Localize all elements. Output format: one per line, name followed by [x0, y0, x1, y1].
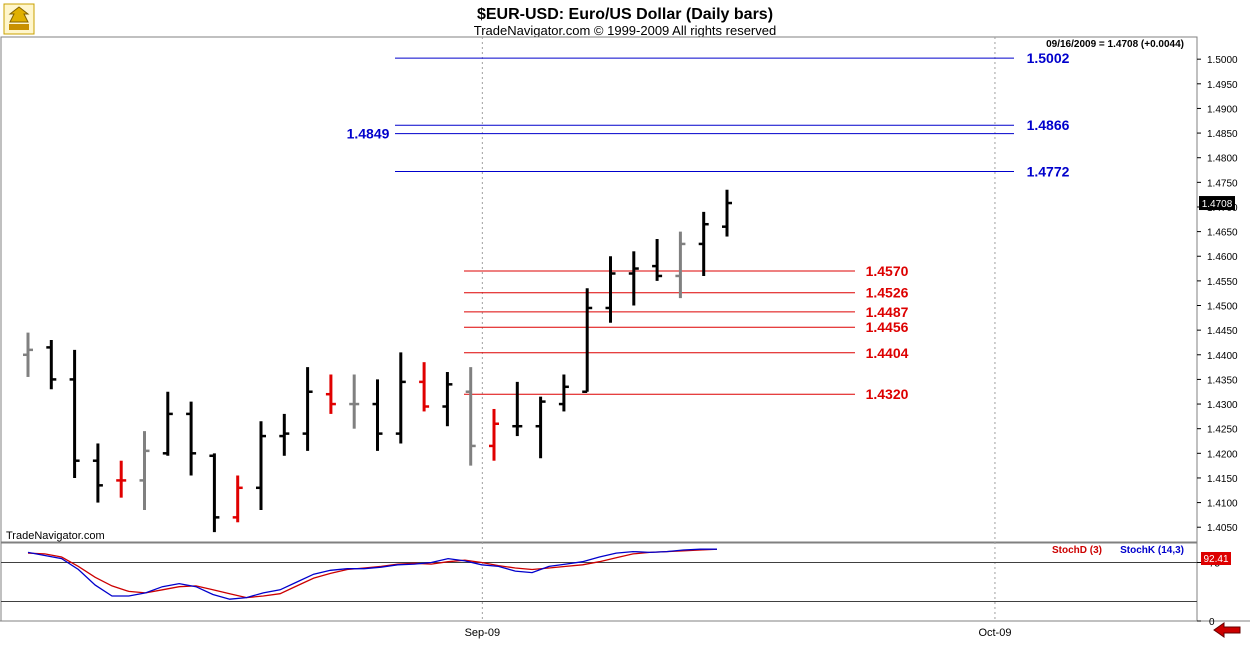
chart-title: $EUR-USD: Euro/US Dollar (Daily bars): [477, 6, 773, 23]
ohlc-bar: [372, 379, 383, 451]
watermark: TradeNavigator.com: [6, 530, 105, 542]
legend-stoch-k: StochK (14,3): [1120, 545, 1184, 556]
price-tick-label: 1.4100: [1207, 499, 1238, 510]
date-tick-label: Oct-09: [978, 627, 1011, 639]
price-tick-label: 1.4850: [1207, 129, 1238, 140]
ohlc-bar: [349, 374, 360, 429]
ohlc-bar: [722, 189, 732, 237]
stoch-k-line: [27, 548, 717, 600]
ohlc-bar: [419, 362, 430, 412]
ohlc-bar: [92, 443, 103, 503]
ohlc-bar: [675, 231, 686, 299]
price-tick-label: 1.4650: [1207, 228, 1238, 239]
ohlc-bar: [116, 460, 127, 498]
ohlc-bar: [535, 396, 546, 459]
ohlc-bar: [46, 340, 57, 390]
ohlc-bar: [605, 256, 616, 323]
ohlc-bar: [139, 431, 150, 510]
stoch-last-marker: 92.41: [1201, 552, 1231, 565]
stoch-last-label: 92.41: [1203, 554, 1228, 565]
ohlc-bar: [582, 288, 593, 393]
ohlc-bar: [69, 349, 80, 478]
status-readout: 09/16/2009 = 1.4708 (+0.0044): [1046, 39, 1184, 50]
price-tick-label: 1.4750: [1207, 178, 1238, 189]
ohlc-bar: [395, 352, 406, 444]
ohlc-bar: [489, 408, 499, 461]
legend-stoch-d: StochD (3): [1052, 545, 1102, 556]
price-tick-label: 1.4200: [1207, 449, 1238, 460]
price-tick-label: 1.4500: [1207, 302, 1238, 313]
support-label: 1.4526: [866, 285, 909, 301]
ohlc-bar: [652, 239, 663, 281]
back-arrow-icon[interactable]: [1213, 622, 1241, 638]
price-tick-label: 1.4350: [1207, 375, 1238, 386]
level-lines: 1.5002 1.4866 1.4849 1.4772 1.4570 1.4526 1.44…: [347, 50, 1070, 402]
price-bars: [23, 189, 732, 533]
ohlc-bar: [325, 374, 336, 414]
stochastic-panel: [27, 548, 718, 600]
ohlc-bar: [162, 391, 173, 456]
ohlc-bar: [209, 453, 220, 533]
price-tick-label: 1.4900: [1207, 104, 1238, 115]
price-tick-label: 1.4250: [1207, 425, 1238, 436]
price-tick-label: 1.4600: [1207, 252, 1238, 263]
date-axis: Sep-09 Oct-09: [465, 627, 1012, 639]
price-tick-label: 1.5000: [1207, 55, 1238, 66]
ohlc-bar: [186, 401, 197, 476]
price-tick-label: 1.4800: [1207, 154, 1238, 165]
price-tick-label: 1.4400: [1207, 351, 1238, 362]
ohlc-bar: [256, 421, 266, 510]
last-price-marker: 1.4708: [1199, 196, 1235, 211]
ohlc-bar: [465, 367, 476, 466]
support-label: 1.4320: [866, 386, 909, 402]
price-tick-label: 1.4950: [1207, 80, 1238, 91]
stoch-tick-label: 0: [1209, 617, 1215, 628]
price-tick-label: 1.4150: [1207, 474, 1238, 485]
ohlc-bar: [442, 372, 453, 427]
ohlc-bar: [558, 374, 569, 412]
date-tick-label: Sep-09: [465, 627, 500, 639]
price-axis: 1.4050 1.4100 1.4150 1.4200 1.4250 1.4300 1.43…: [1197, 55, 1238, 628]
grid-layer: [1, 37, 1197, 621]
support-label: 1.4570: [866, 263, 909, 279]
support-label: 1.4404: [866, 345, 909, 361]
chart-subtitle: TradeNavigator.com © 1999-2009 All right…: [474, 23, 776, 38]
resistance-label: 1.5002: [1027, 50, 1070, 66]
ohlc-bar: [232, 475, 243, 523]
ohlc-bar: [698, 211, 709, 276]
ohlc-bar: [302, 367, 313, 451]
price-tick-label: 1.4050: [1207, 523, 1238, 534]
price-tick-label: 1.4300: [1207, 400, 1238, 411]
ohlc-bar: [279, 413, 290, 456]
resistance-label: 1.4849: [347, 126, 390, 142]
resistance-label: 1.4772: [1027, 164, 1070, 180]
last-price-label: 1.4708: [1202, 199, 1233, 210]
resistance-label: 1.4866: [1027, 117, 1070, 133]
ohlc-bar: [628, 251, 639, 306]
price-tick-label: 1.4450: [1207, 326, 1238, 337]
stoch-d-line: [27, 548, 718, 599]
ohlc-bar: [23, 332, 33, 377]
ohlc-bar: [512, 381, 523, 437]
logo-icon[interactable]: [3, 3, 35, 35]
price-tick-label: 1.4550: [1207, 277, 1238, 288]
support-label: 1.4456: [866, 319, 909, 335]
support-label: 1.4487: [866, 304, 909, 320]
